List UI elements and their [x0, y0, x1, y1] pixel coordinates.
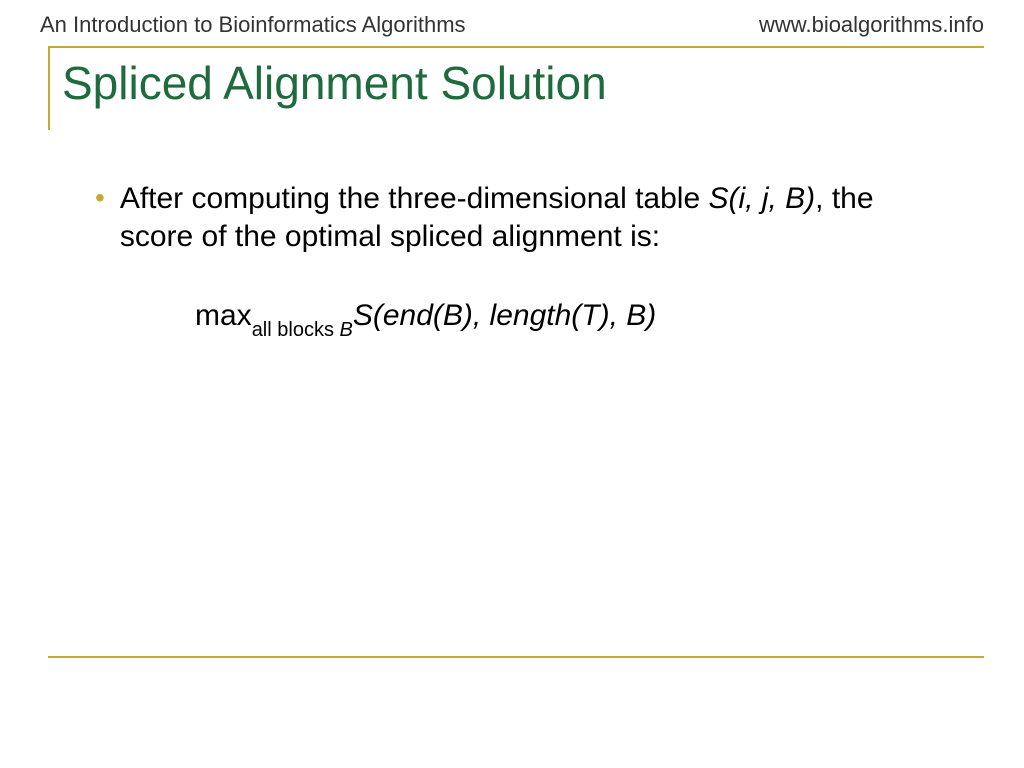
bullet-marker: • [95, 180, 105, 216]
formula-max: max [195, 299, 252, 332]
slide-header: An Introduction to Bioinformatics Algori… [0, 0, 1024, 46]
header-right-text: www.bioalgorithms.info [759, 12, 984, 38]
formula-sub1: all blocks [252, 319, 340, 341]
bottom-divider [48, 656, 984, 658]
header-left-text: An Introduction to Bioinformatics Algori… [40, 12, 466, 38]
bullet-text-part1: After computing the three-dimensional ta… [120, 182, 709, 215]
formula: maxall blocks BS(end(B), length(T), B) [95, 295, 954, 340]
bullet-text-italic: S(i, j, B) [708, 182, 815, 215]
bullet-text: After computing the three-dimensional ta… [120, 180, 954, 255]
formula-expr: S(end(B), length(T), B) [353, 299, 656, 332]
slide-content: • After computing the three-dimensional … [0, 130, 1024, 340]
bullet-item: • After computing the three-dimensional … [95, 180, 954, 255]
formula-sub2: B [340, 319, 353, 341]
slide-title: Spliced Alignment Solution [62, 56, 984, 110]
title-container: Spliced Alignment Solution [48, 46, 984, 130]
